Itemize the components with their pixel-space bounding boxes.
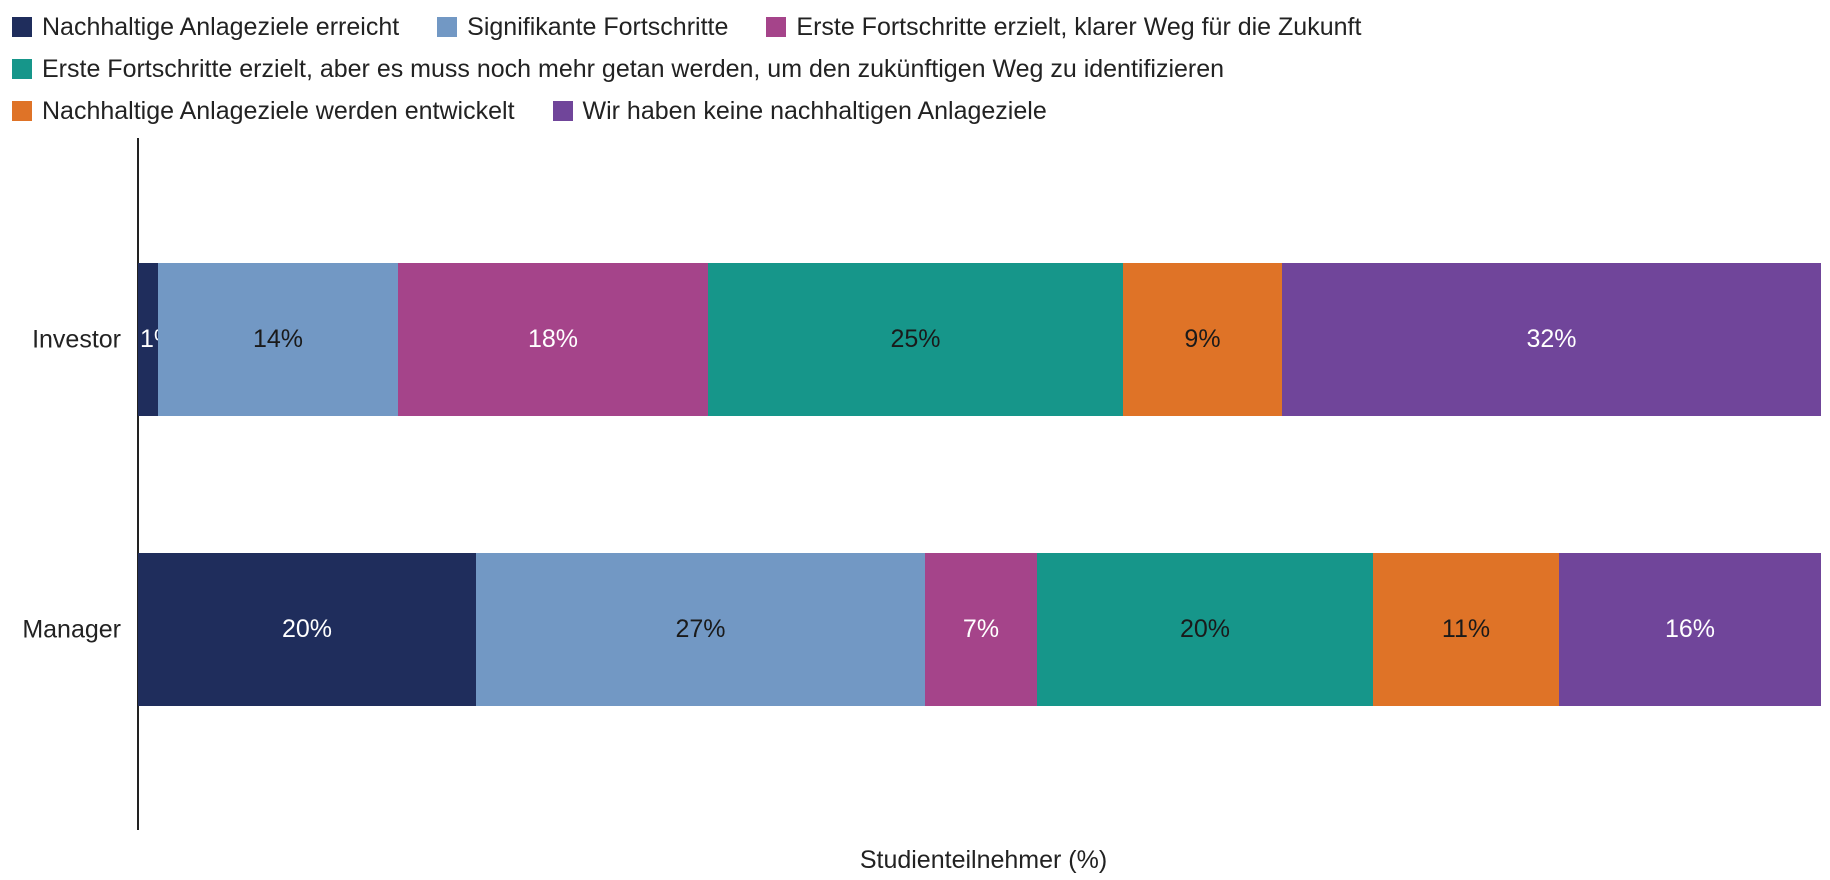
- legend-swatch-icon: [766, 17, 787, 37]
- legend-item-first-progress-more-needed: Erste Fortschritte erzielt, aber es muss…: [12, 55, 1224, 84]
- legend-item-significant-progress: Signifikante Fortschritte: [437, 13, 728, 42]
- bar-segment: 27%: [476, 553, 925, 706]
- bar-segment: 25%: [708, 263, 1123, 416]
- chart-legend: Nachhaltige Anlageziele erreicht Signifi…: [12, 6, 1399, 132]
- legend-item-achieved: Nachhaltige Anlageziele erreicht: [12, 13, 399, 42]
- legend-label: Signifikante Fortschritte: [467, 12, 729, 41]
- legend-label: Erste Fortschritte erzielt, aber es muss…: [42, 54, 1225, 83]
- segment-value-label: 14%: [252, 325, 304, 353]
- legend-label: Nachhaltige Anlageziele werden entwickel…: [42, 96, 515, 125]
- legend-row-1: Nachhaltige Anlageziele erreicht Signifi…: [12, 6, 1399, 48]
- legend-swatch-icon: [552, 101, 573, 121]
- legend-swatch-icon: [12, 59, 32, 79]
- legend-swatch-icon: [12, 101, 32, 121]
- legend-row-2: Erste Fortschritte erzielt, aber es muss…: [12, 48, 1399, 90]
- bar-segment: 20%: [1037, 553, 1373, 706]
- legend-label: Nachhaltige Anlageziele erreicht: [42, 12, 400, 41]
- segment-value-label: 11%: [1441, 615, 1491, 643]
- bar-segment: 18%: [398, 263, 708, 416]
- bar-manager: 20% 27% 7% 20% 11% 16%: [138, 553, 1821, 706]
- bar-segment: 32%: [1282, 263, 1821, 416]
- segment-value-label: 20%: [1179, 615, 1231, 643]
- segment-value-label: 18%: [527, 325, 579, 353]
- legend-swatch-icon: [437, 17, 458, 37]
- segment-value-label: 20%: [281, 615, 333, 643]
- bar-segment: 14%: [158, 263, 398, 416]
- bar-segment: 9%: [1123, 263, 1282, 416]
- legend-label: Erste Fortschritte erzielt, klarer Weg f…: [796, 12, 1362, 41]
- category-label-investor: Investor: [32, 325, 121, 354]
- x-axis-label: Studienteilnehmer (%): [859, 846, 1108, 874]
- category-label-manager: Manager: [22, 615, 121, 644]
- bar-segment: 7%: [925, 553, 1037, 706]
- legend-item-in-development: Nachhaltige Anlageziele werden entwickel…: [12, 97, 515, 126]
- bar-segment: 16%: [1559, 553, 1821, 706]
- legend-item-no-goals: Wir haben keine nachhaltigen Anlageziele: [552, 96, 1047, 126]
- segment-value-label: 9%: [1184, 325, 1221, 353]
- y-axis-line: [137, 138, 139, 830]
- bar-segment: 20%: [138, 553, 476, 706]
- segment-value-label: 7%: [962, 615, 1000, 643]
- legend-label: Wir haben keine nachhaltigen Anlageziele: [582, 96, 1047, 125]
- segment-value-label: 32%: [1526, 325, 1577, 353]
- legend-item-first-progress-clear-path: Erste Fortschritte erzielt, klarer Weg f…: [766, 13, 1361, 42]
- bar-segment: 11%: [1373, 553, 1559, 706]
- legend-row-3: Nachhaltige Anlageziele werden entwickel…: [12, 90, 1399, 132]
- segment-value-label: 16%: [1664, 615, 1716, 643]
- segment-value-label: 27%: [675, 615, 726, 643]
- segment-value-label: 25%: [890, 325, 941, 353]
- legend-swatch-icon: [12, 17, 32, 37]
- bar-investor: 1% 14% 18% 25% 9% 32%: [138, 263, 1821, 416]
- bar-segment: 1%: [138, 263, 176, 416]
